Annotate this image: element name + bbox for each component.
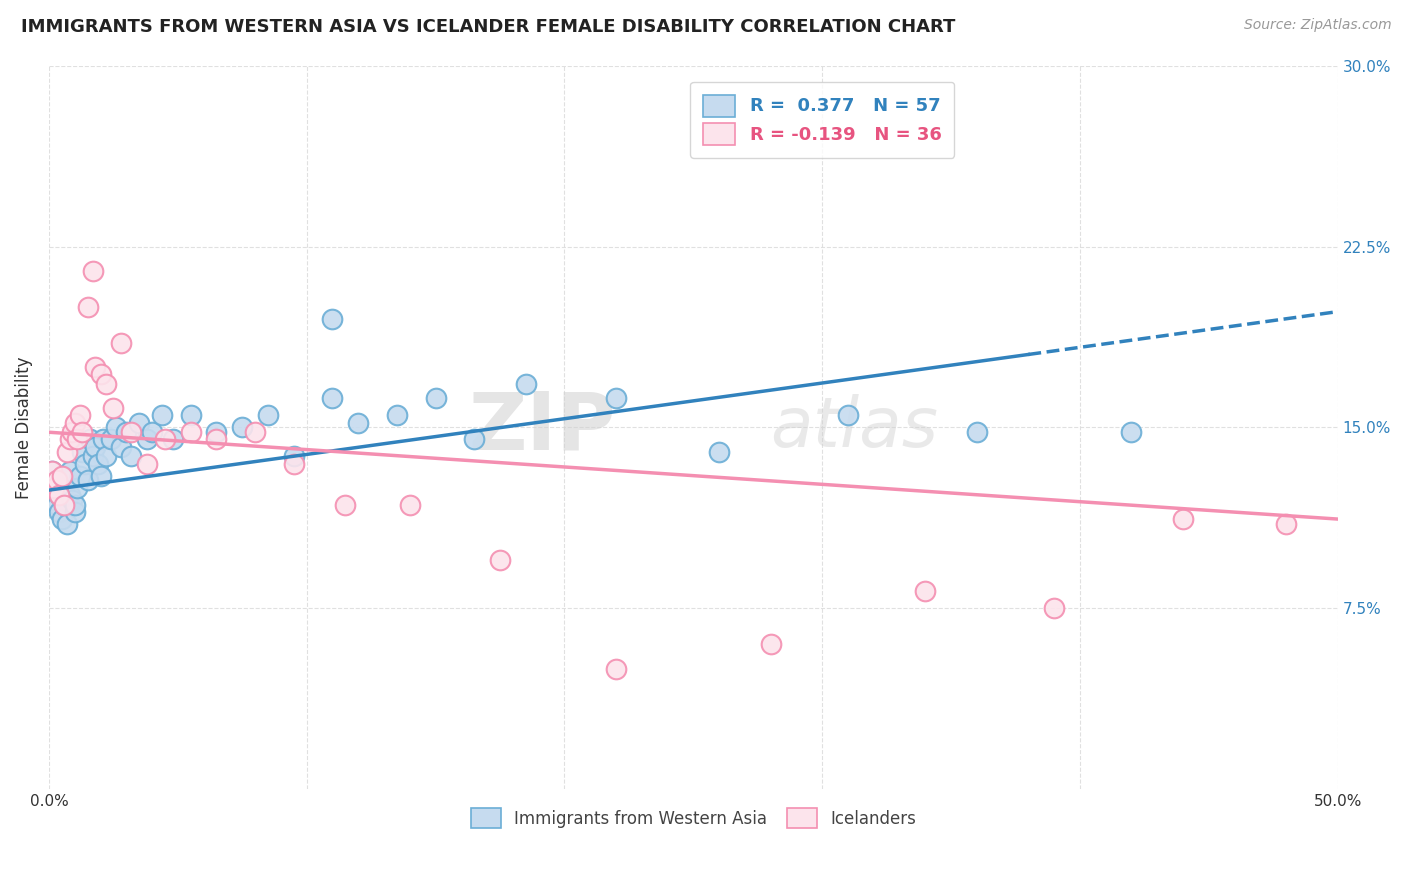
Point — [82, 450, 104, 464]
Point — [243, 425, 266, 440]
Point — [914, 584, 936, 599]
Y-axis label: Female Disability: Female Disability — [15, 356, 32, 499]
Point — [60, 425, 83, 440]
Point — [707, 444, 730, 458]
Point — [205, 425, 228, 440]
Point — [56, 444, 79, 458]
Point — [56, 516, 79, 531]
Point — [72, 444, 94, 458]
Point — [162, 433, 184, 447]
Point — [45, 474, 67, 488]
Point — [73, 457, 96, 471]
Point — [58, 488, 80, 502]
Point — [42, 481, 65, 495]
Point — [63, 498, 86, 512]
Point — [120, 425, 142, 440]
Point — [463, 433, 485, 447]
Point — [966, 425, 988, 440]
Point — [128, 416, 150, 430]
Point — [335, 498, 357, 512]
Point — [180, 425, 202, 440]
Point — [205, 433, 228, 447]
Point — [41, 464, 63, 478]
Point — [42, 481, 65, 495]
Point — [53, 498, 76, 512]
Point — [398, 498, 420, 512]
Point — [321, 311, 343, 326]
Point — [257, 409, 280, 423]
Point — [837, 409, 859, 423]
Point — [51, 468, 73, 483]
Point — [63, 505, 86, 519]
Point — [41, 464, 63, 478]
Point — [53, 498, 76, 512]
Point — [100, 433, 122, 447]
Point — [141, 425, 163, 440]
Point — [104, 420, 127, 434]
Point — [347, 416, 370, 430]
Point — [84, 440, 107, 454]
Text: atlas: atlas — [770, 394, 939, 461]
Text: ZIP: ZIP — [468, 388, 616, 467]
Point — [89, 468, 111, 483]
Point — [48, 488, 70, 502]
Point — [135, 433, 157, 447]
Point — [45, 498, 67, 512]
Point — [153, 433, 176, 447]
Point — [91, 433, 114, 447]
Point — [60, 492, 83, 507]
Point — [72, 425, 94, 440]
Point — [515, 376, 537, 391]
Point — [51, 468, 73, 483]
Point — [69, 409, 91, 423]
Point — [53, 481, 76, 495]
Point — [89, 368, 111, 382]
Text: Source: ZipAtlas.com: Source: ZipAtlas.com — [1244, 18, 1392, 32]
Point — [94, 376, 117, 391]
Point — [76, 300, 98, 314]
Point — [103, 401, 125, 416]
Point — [385, 409, 408, 423]
Point — [1275, 516, 1298, 531]
Point — [1171, 512, 1194, 526]
Point — [69, 468, 91, 483]
Point — [283, 457, 305, 471]
Point — [58, 464, 80, 478]
Point — [51, 512, 73, 526]
Point — [759, 638, 782, 652]
Point — [489, 553, 512, 567]
Point — [66, 481, 89, 495]
Point — [58, 433, 80, 447]
Point — [56, 474, 79, 488]
Point — [135, 457, 157, 471]
Legend: Immigrants from Western Asia, Icelanders: Immigrants from Western Asia, Icelanders — [464, 802, 922, 835]
Point — [63, 416, 86, 430]
Point — [231, 420, 253, 434]
Point — [48, 505, 70, 519]
Point — [82, 263, 104, 277]
Point — [87, 457, 110, 471]
Point — [42, 492, 65, 507]
Point — [115, 425, 138, 440]
Point — [79, 433, 101, 447]
Point — [48, 488, 70, 502]
Point — [1121, 425, 1143, 440]
Point — [1043, 601, 1066, 615]
Point — [283, 450, 305, 464]
Point — [180, 409, 202, 423]
Point — [66, 433, 89, 447]
Point — [45, 474, 67, 488]
Point — [110, 440, 132, 454]
Point — [94, 450, 117, 464]
Point — [150, 409, 173, 423]
Point — [84, 360, 107, 375]
Point — [425, 392, 447, 406]
Point — [605, 662, 627, 676]
Point — [120, 450, 142, 464]
Point — [605, 392, 627, 406]
Point — [76, 474, 98, 488]
Text: IMMIGRANTS FROM WESTERN ASIA VS ICELANDER FEMALE DISABILITY CORRELATION CHART: IMMIGRANTS FROM WESTERN ASIA VS ICELANDE… — [21, 18, 956, 36]
Point — [110, 336, 132, 351]
Point — [321, 392, 343, 406]
